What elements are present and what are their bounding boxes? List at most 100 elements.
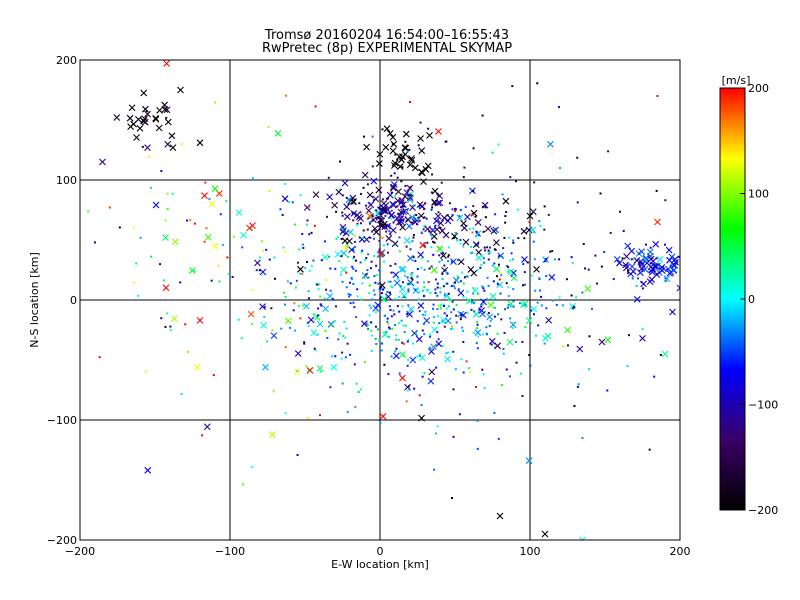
data-point-dot: [310, 231, 313, 234]
data-point-dot: [337, 338, 340, 341]
data-point-dot: [655, 257, 658, 260]
data-point-dot: [471, 292, 474, 295]
data-point-x: [390, 162, 398, 169]
data-point-dot: [475, 386, 478, 389]
data-point-x: [399, 224, 407, 231]
data-point-x: [401, 144, 409, 152]
data-point-x: [444, 355, 451, 363]
data-point-x: [666, 269, 674, 277]
data-point-x: [396, 153, 403, 160]
colorbar: [m/s] 200 100 0 −100 −200: [719, 74, 778, 517]
data-point-dot: [606, 389, 609, 392]
data-point-dot: [474, 244, 477, 247]
data-point-x: [545, 316, 553, 324]
data-point-dot: [349, 293, 352, 296]
data-point-dot: [399, 206, 402, 209]
data-point-dot: [394, 243, 397, 246]
data-point-dot: [470, 308, 473, 311]
data-point-dot: [390, 355, 393, 358]
data-point-dot: [352, 301, 355, 304]
data-point-dot: [503, 308, 506, 311]
data-point-dot: [533, 181, 536, 184]
data-point-x: [481, 201, 489, 209]
data-point-dot: [343, 320, 346, 323]
data-point-x: [391, 159, 399, 167]
data-point-dot: [575, 296, 578, 299]
data-point-dot: [372, 237, 375, 240]
data-point-x: [480, 298, 487, 306]
data-point-dot: [462, 371, 465, 374]
data-point-x: [343, 213, 351, 221]
data-point-x: [259, 303, 266, 311]
data-point-dot: [133, 281, 136, 284]
data-point-dot: [505, 264, 508, 267]
data-point-dot: [295, 279, 298, 282]
data-point-x: [398, 156, 405, 164]
data-point-dot: [340, 273, 343, 276]
data-point-dot: [362, 229, 365, 232]
data-point-dot: [251, 177, 254, 180]
data-point-dot: [407, 338, 410, 341]
data-point-dot: [369, 236, 372, 239]
data-point-dot: [565, 278, 568, 281]
y-tick-label: 100: [56, 174, 77, 187]
data-point-dot: [421, 313, 424, 316]
data-point-dot: [219, 213, 222, 216]
data-point-dot: [462, 296, 465, 299]
data-point-x: [651, 262, 658, 270]
data-point-dot: [471, 231, 474, 234]
data-point-dot: [164, 325, 167, 328]
data-point-dot: [352, 257, 355, 260]
data-point-dot: [361, 236, 364, 239]
data-point-dot: [472, 147, 475, 150]
data-point-x: [424, 162, 432, 170]
data-point-dot: [364, 258, 367, 261]
data-point-dot: [505, 368, 508, 371]
data-point-dot: [297, 261, 300, 264]
data-point-dot: [418, 219, 421, 222]
data-point-x: [260, 321, 268, 329]
data-point-x: [348, 246, 356, 254]
data-point-dot: [379, 295, 382, 298]
data-point-dot: [485, 333, 488, 336]
data-point-dot: [482, 230, 485, 233]
data-point-dot: [408, 241, 411, 244]
data-point-x: [331, 201, 339, 209]
data-point-dot: [432, 228, 435, 231]
data-point-dot: [383, 299, 386, 302]
data-point-dot: [355, 382, 358, 385]
data-point-dot: [426, 260, 429, 263]
data-point-dot: [345, 327, 348, 330]
data-point-dot: [428, 346, 431, 349]
data-point-dot: [385, 230, 388, 233]
data-point-dot: [476, 269, 479, 272]
data-point-x: [389, 147, 397, 155]
data-point-dot: [532, 240, 535, 243]
data-point-dot: [289, 282, 292, 285]
data-point-x: [494, 342, 501, 350]
data-point-dot: [351, 265, 354, 268]
data-point-dot: [296, 454, 299, 457]
data-point-dot: [401, 281, 404, 284]
data-point-dot: [451, 300, 454, 303]
data-point-dot: [396, 176, 399, 179]
data-points: [87, 60, 680, 540]
data-point-dot: [537, 324, 540, 327]
data-point-x: [135, 116, 142, 123]
data-point-dot: [501, 384, 504, 387]
data-point-dot: [415, 217, 418, 220]
data-point-dot: [394, 350, 397, 353]
data-point-dot: [466, 290, 469, 293]
data-point-dot: [282, 246, 285, 249]
data-point-x: [330, 363, 338, 371]
data-point-dot: [609, 231, 612, 234]
data-point-dot: [303, 342, 306, 345]
data-point-dot: [392, 309, 395, 312]
data-point-dot: [415, 332, 418, 335]
data-point-dot: [331, 298, 334, 301]
colorbar-tick-label: −100: [748, 399, 778, 412]
data-point-dot: [529, 309, 532, 312]
data-point-dot: [471, 251, 474, 254]
data-point-dot: [498, 278, 501, 281]
data-point-dot: [347, 255, 350, 258]
